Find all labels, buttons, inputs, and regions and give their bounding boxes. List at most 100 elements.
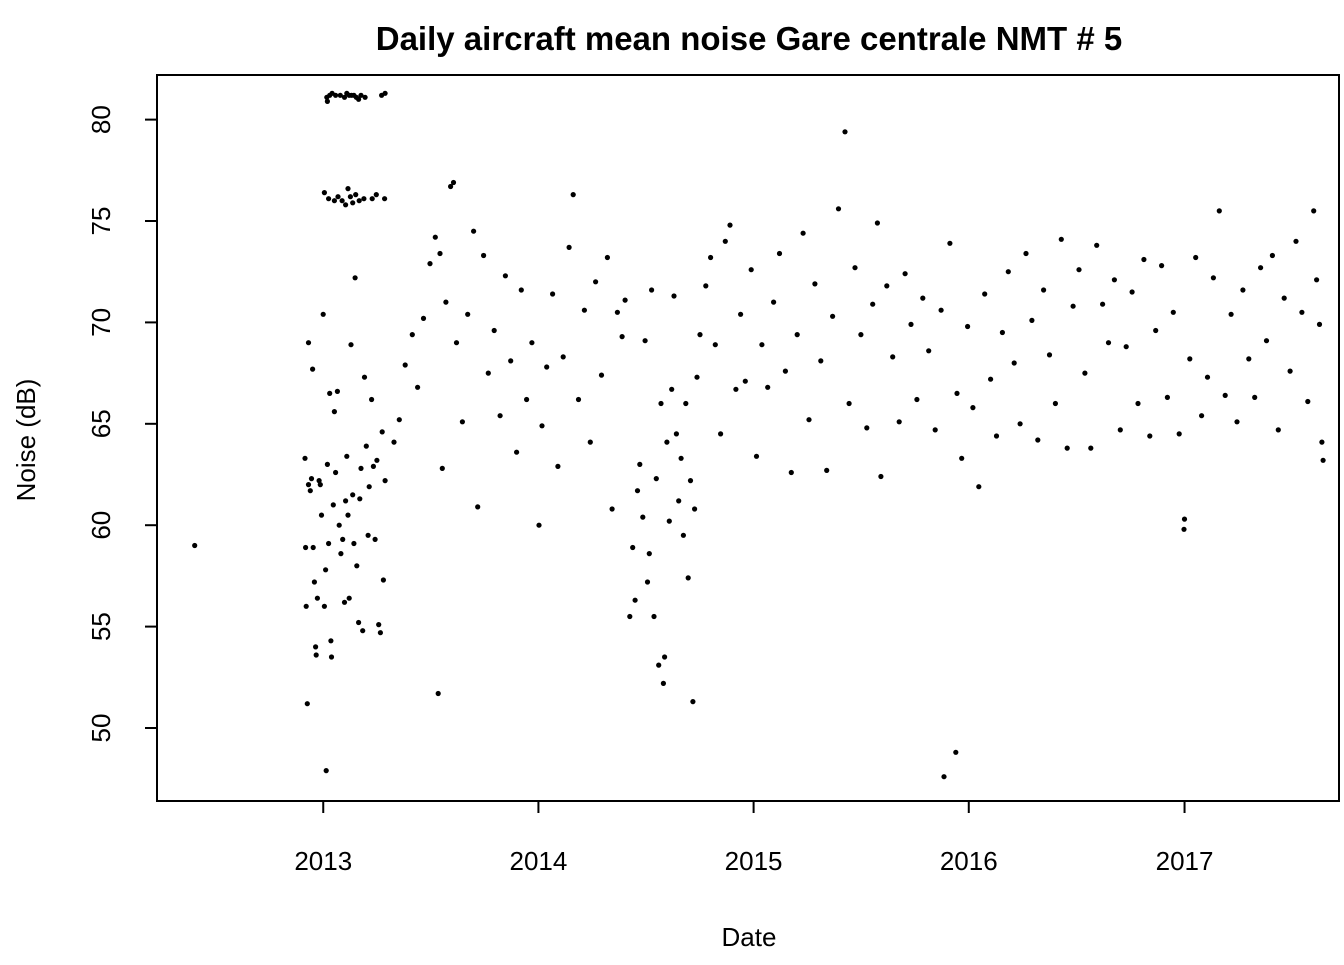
data-point	[1234, 419, 1240, 425]
data-point	[382, 478, 388, 484]
data-point	[382, 196, 388, 202]
data-point	[1035, 437, 1041, 443]
data-point	[697, 332, 703, 338]
data-point	[1141, 256, 1147, 263]
data-point	[614, 309, 621, 315]
data-point	[1269, 252, 1275, 259]
data-point	[812, 281, 818, 287]
data-point	[475, 504, 481, 510]
data-point	[874, 220, 881, 226]
y-tick-label: 65	[86, 409, 116, 438]
data-point	[321, 190, 327, 196]
data-point	[356, 198, 362, 204]
data-point	[1193, 254, 1199, 261]
data-point	[326, 196, 332, 202]
data-point	[694, 374, 700, 380]
data-point	[673, 431, 680, 437]
data-point	[362, 94, 368, 100]
data-point	[485, 370, 491, 376]
data-point	[1320, 457, 1326, 463]
x-axis-label: Date	[722, 922, 777, 952]
data-point	[1129, 289, 1135, 295]
data-point	[982, 291, 988, 297]
data-point	[870, 301, 876, 307]
data-point	[1316, 321, 1323, 327]
data-point	[305, 482, 312, 488]
data-point	[377, 630, 383, 636]
x-tick-label: 2016	[940, 846, 998, 876]
data-point	[753, 453, 760, 459]
data-point	[1258, 265, 1264, 271]
data-point	[333, 469, 339, 476]
data-point	[508, 358, 514, 364]
x-tick-label: 2014	[510, 846, 568, 876]
data-point	[830, 313, 836, 319]
data-point	[308, 476, 315, 482]
data-point	[630, 544, 636, 551]
data-point	[497, 413, 503, 419]
data-point	[660, 680, 667, 687]
data-point	[311, 579, 317, 585]
data-point	[1293, 238, 1299, 244]
data-point	[1111, 277, 1117, 283]
data-point	[818, 358, 824, 364]
data-point	[1176, 431, 1182, 437]
data-point	[420, 315, 427, 321]
data-point	[369, 396, 375, 403]
data-point	[305, 340, 312, 346]
data-point	[327, 390, 333, 396]
x-axis: 2013 2014 2015 2016 2017	[294, 801, 1213, 876]
data-point	[1204, 374, 1211, 380]
data-point	[658, 400, 664, 407]
data-point	[1246, 356, 1252, 362]
chart-title: Daily aircraft mean noise Gare centrale …	[376, 20, 1122, 57]
data-point	[307, 488, 313, 494]
data-point	[776, 250, 783, 257]
data-point	[842, 129, 848, 135]
data-point	[443, 299, 449, 305]
data-point	[593, 279, 599, 285]
data-point	[1052, 400, 1058, 407]
data-point	[341, 94, 348, 100]
data-point	[1281, 295, 1287, 301]
data-point	[566, 244, 572, 250]
data-point	[587, 439, 593, 445]
data-points	[192, 90, 1326, 780]
data-point	[959, 455, 965, 461]
data-point	[304, 701, 310, 707]
data-point	[685, 575, 691, 581]
data-point	[555, 463, 561, 469]
data-point	[340, 536, 346, 543]
data-point	[361, 374, 368, 380]
data-point	[908, 321, 914, 327]
data-point	[759, 342, 765, 348]
data-point	[669, 386, 675, 392]
data-point	[1181, 526, 1187, 532]
data-point	[1275, 427, 1281, 433]
data-point	[858, 332, 864, 338]
data-point	[310, 366, 316, 372]
data-point	[800, 230, 806, 236]
data-point	[727, 222, 733, 228]
data-point	[1228, 311, 1234, 317]
data-point	[330, 502, 336, 508]
data-point	[738, 311, 744, 317]
data-point	[313, 644, 319, 650]
data-point	[1088, 445, 1094, 451]
data-point	[317, 482, 323, 488]
data-point	[864, 425, 870, 431]
data-point	[1311, 208, 1317, 214]
data-point	[437, 250, 443, 257]
data-point	[432, 234, 438, 240]
data-point	[1216, 208, 1222, 214]
data-point	[346, 595, 352, 601]
data-point	[550, 291, 556, 297]
data-point	[1029, 317, 1035, 323]
data-point	[376, 622, 382, 628]
data-point	[1070, 303, 1076, 309]
data-point	[1076, 267, 1082, 273]
data-point	[1046, 352, 1053, 358]
data-point	[343, 202, 349, 208]
data-point	[323, 567, 329, 573]
data-point	[347, 194, 353, 200]
